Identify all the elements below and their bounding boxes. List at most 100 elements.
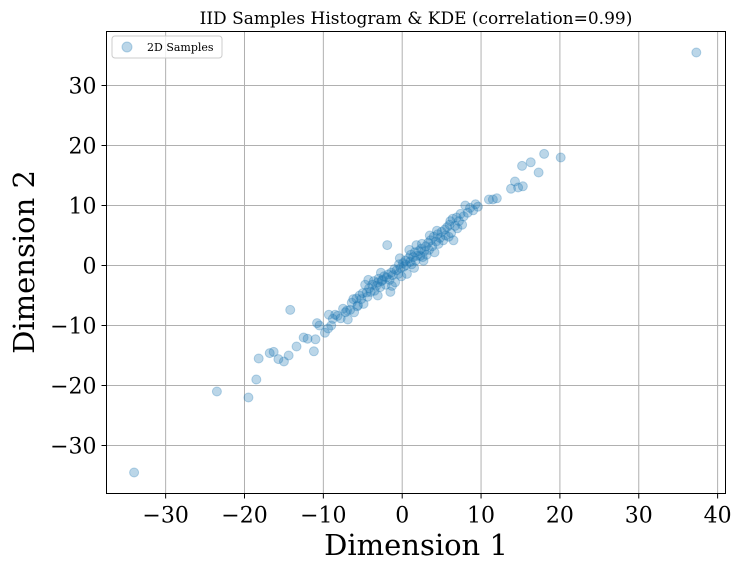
scatter-point — [424, 244, 435, 255]
scatter-point — [444, 219, 455, 230]
scatter-point — [417, 252, 428, 263]
y-tick-label: 20 — [69, 135, 97, 160]
scatter-point — [273, 354, 284, 365]
scatter-point — [377, 274, 388, 285]
scatter-point — [525, 157, 536, 168]
scatter-point — [354, 290, 365, 301]
scatter-point — [393, 268, 404, 279]
scatter-point — [278, 356, 289, 367]
scatter-point — [420, 241, 431, 252]
scatter-point — [375, 267, 386, 278]
scatter-point — [342, 314, 353, 325]
scatter-point — [285, 304, 296, 315]
scatter-point — [491, 193, 502, 204]
scatter-point — [447, 213, 458, 224]
scatter-point — [332, 310, 343, 321]
scatter-point — [423, 237, 434, 248]
scatter-point — [395, 262, 406, 273]
scatter-point — [335, 313, 346, 324]
scatter-point — [401, 259, 412, 270]
scatter-point — [312, 318, 323, 329]
scatter-point — [298, 332, 309, 343]
scatter-point — [371, 280, 382, 291]
scatter-point — [356, 294, 367, 305]
scatter-point — [394, 259, 405, 270]
scatter-point — [357, 288, 368, 299]
scatter-point — [429, 247, 440, 258]
scatter-point — [349, 307, 360, 318]
scatter-point — [483, 194, 494, 205]
scatter-point — [323, 309, 334, 320]
scatter-point — [416, 238, 427, 249]
scatter-point — [308, 346, 319, 357]
scatter-point — [386, 280, 397, 291]
scatter-point — [428, 231, 439, 242]
scatter-point — [446, 228, 457, 239]
scatter-point — [268, 346, 279, 357]
scatter-point — [380, 279, 391, 290]
scatter-point — [283, 350, 294, 361]
scatter-point — [539, 148, 550, 159]
scatter-point — [425, 235, 436, 246]
legend-box — [111, 35, 223, 59]
scatter-point — [253, 353, 264, 364]
y-tick-label: −30 — [50, 435, 96, 460]
x-axis-ticks: −30 −20 −10 0 10 20 30 40 — [142, 493, 732, 529]
plot-frame — [106, 31, 726, 494]
scatter-point — [394, 253, 405, 264]
scatter-point — [440, 230, 451, 241]
scatter-point — [330, 309, 341, 320]
scatter-point — [403, 253, 414, 264]
scatter-point — [264, 348, 275, 359]
scatter-point — [251, 374, 262, 385]
scatter-point — [404, 244, 415, 255]
scatter-point — [326, 320, 337, 331]
scatter-point — [389, 264, 400, 275]
scatter-point — [457, 219, 468, 230]
scatter-point — [513, 182, 524, 193]
scatter-point — [398, 261, 409, 272]
scatter-point — [409, 247, 420, 258]
x-tick-label: 20 — [546, 504, 574, 529]
scatter-point — [487, 194, 498, 205]
scatter-point — [442, 222, 453, 233]
scatter-point — [415, 250, 426, 261]
scatter-points — [129, 47, 702, 478]
y-tick-label: −20 — [50, 375, 96, 400]
scatter-point — [340, 307, 351, 318]
scatter-point — [458, 211, 469, 222]
scatter-point — [472, 201, 483, 212]
scatter-point — [443, 231, 454, 242]
x-axis-label: Dimension 1 — [324, 528, 508, 562]
scatter-point — [433, 238, 444, 249]
scatter-point — [365, 286, 376, 297]
scatter-point — [419, 246, 430, 257]
y-tick-label: 0 — [83, 255, 97, 280]
scatter-point — [314, 320, 325, 331]
y-tick-label: −10 — [50, 315, 96, 340]
scatter-point — [465, 202, 476, 213]
scatter-point — [348, 294, 359, 305]
legend-label: 2D Samples — [147, 41, 214, 54]
scatter-point — [436, 226, 447, 237]
scatter-point — [372, 290, 383, 301]
scatter-point — [363, 274, 374, 285]
scatter-point — [509, 176, 520, 187]
scatter-point — [406, 259, 417, 270]
scatter-point — [129, 467, 140, 478]
x-tick-label: 30 — [625, 504, 653, 529]
scatter-point — [302, 333, 313, 344]
scatter-point — [517, 160, 528, 171]
scatter-point — [555, 152, 566, 163]
scatter-point — [362, 291, 373, 302]
scatter-point — [455, 208, 466, 219]
chart-title: IID Samples Histogram & KDE (correlation… — [200, 9, 633, 29]
scatter-point — [379, 271, 390, 282]
scatter-point — [448, 235, 459, 246]
scatter-point — [376, 276, 387, 287]
scatter-point — [368, 276, 379, 287]
scatter-point — [418, 255, 429, 266]
y-axis-ticks: −30 −20 −10 0 10 20 30 — [50, 75, 107, 460]
x-tick-label: 10 — [467, 504, 495, 529]
scatter-point — [421, 249, 432, 260]
